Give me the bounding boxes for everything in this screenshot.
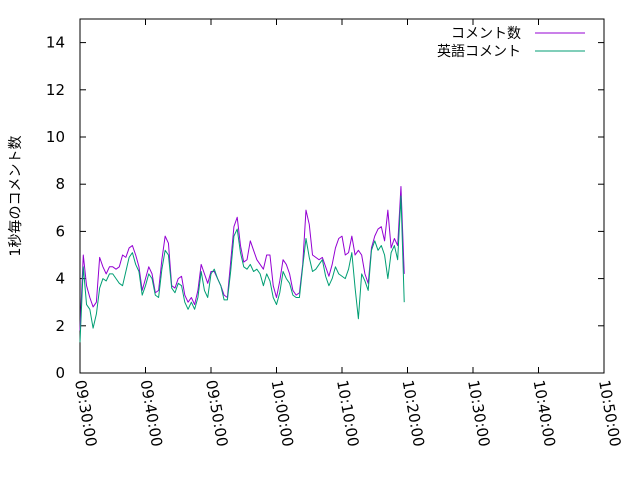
series-line-2: [79, 195, 405, 343]
x-tick-label: 09:30:00: [71, 379, 100, 448]
x-tick-label: 10:00:00: [268, 379, 297, 448]
x-tick-label: 10:20:00: [399, 379, 428, 448]
y-tick-label: 8: [55, 175, 65, 193]
plot-frame: [79, 18, 605, 374]
legend-label-2: 英語コメント: [437, 43, 521, 60]
y-tick-label: 10: [46, 128, 65, 146]
x-tick-label: 10:50:00: [595, 379, 624, 448]
x-tick-label: 10:10:00: [333, 379, 362, 448]
y-tick-label: 2: [55, 317, 65, 335]
x-axis: 09:30:00 09:40:00 09:50:00 10:00:00 10:10:00…: [71, 19, 624, 448]
legend-label-1: コメント数: [451, 26, 521, 42]
x-tick-label: 09:50:00: [202, 379, 231, 448]
y-tick-label: 6: [55, 222, 65, 240]
series-group: [79, 186, 405, 343]
x-tick-label: 10:40:00: [530, 379, 559, 448]
x-tick-label: 10:30:00: [464, 379, 493, 448]
y-axis-label: 1秒毎のコメント数: [8, 136, 24, 257]
y-axis: 0 2 4 6 8 10 12 14: [46, 34, 604, 382]
y-tick-label: 4: [55, 270, 65, 288]
y-tick-label: 14: [46, 34, 65, 52]
series-line-1: [79, 186, 405, 331]
x-tick-label: 09:40:00: [137, 379, 166, 448]
y-tick-label: 12: [46, 81, 65, 99]
y-tick-label: 0: [55, 364, 65, 382]
